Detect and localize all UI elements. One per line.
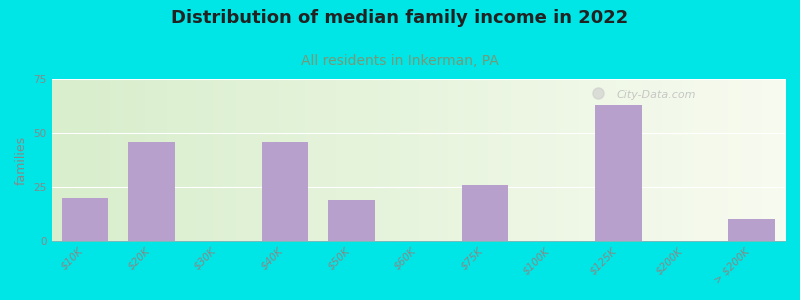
Bar xyxy=(62,198,108,241)
Text: Distribution of median family income in 2022: Distribution of median family income in … xyxy=(171,9,629,27)
Bar xyxy=(128,142,175,241)
Bar xyxy=(328,200,375,241)
Y-axis label: families: families xyxy=(15,136,28,184)
Bar xyxy=(262,142,308,241)
Bar xyxy=(462,185,508,241)
Text: City-Data.com: City-Data.com xyxy=(616,90,696,100)
Bar xyxy=(728,220,775,241)
Bar xyxy=(595,105,642,241)
Text: All residents in Inkerman, PA: All residents in Inkerman, PA xyxy=(301,54,499,68)
